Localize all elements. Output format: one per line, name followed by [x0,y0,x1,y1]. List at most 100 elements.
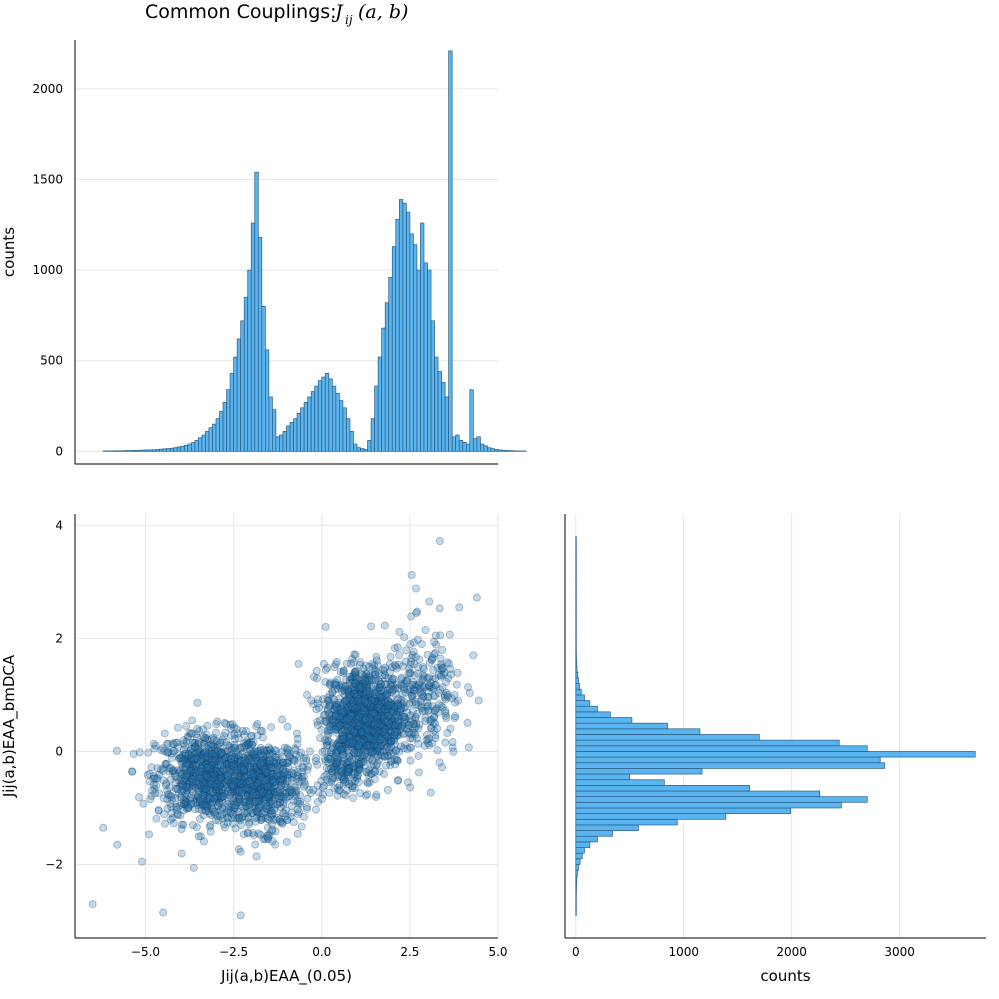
scatter-point [380,727,389,736]
scatter-point [168,795,177,804]
scatter-point [222,782,231,791]
scatter-point [231,743,240,752]
scatter-point [338,682,347,691]
histogram-bar [575,536,577,543]
scatter-point [217,748,226,757]
scatter-point [186,793,195,802]
scatter-point [224,772,233,781]
scatter-point [245,790,254,799]
scatter-point [242,737,251,746]
histogram-bar [208,427,213,452]
scatter-point [371,792,380,801]
scatter-point [182,737,191,746]
histogram-bar [575,604,577,611]
scatter-point [438,663,447,672]
x-tick-label: 3000 [884,945,915,959]
scatter-point [189,780,198,789]
scatter-point [206,827,215,836]
scatter-point [178,758,187,767]
scatter-point [196,757,205,766]
scatter-point [266,762,275,771]
scatter-point [194,792,203,801]
scatter-point [200,733,209,742]
scatter-point [200,784,209,793]
scatter-point [407,571,416,580]
scatter-point [371,749,380,758]
histogram-bar [293,418,298,452]
scatter-point [212,785,221,794]
scatter-point [184,802,193,811]
svg-text:ij: ij [345,13,353,27]
x-tick-label: −2.5 [219,945,248,959]
scatter-point [270,806,279,815]
histogram-bar [575,547,577,554]
scatter-point [199,811,208,820]
scatter-point [171,778,180,787]
scatter-point [240,767,249,776]
scatter-point [244,739,253,748]
histogram-bar [501,449,506,452]
scatter-point [195,756,204,765]
histogram-bar [406,211,411,452]
scatter-point [205,822,214,831]
scatter-point [177,753,186,762]
histogram-bar [575,666,578,673]
scatter-point [205,779,214,788]
scatter-point [250,772,259,781]
scatter-point [234,808,243,817]
scatter-point [349,748,358,757]
scatter-point [210,795,219,804]
histogram-bar [152,449,157,452]
histogram-bar [575,779,665,786]
scatter-point [252,782,261,791]
scatter-point [167,802,176,811]
histogram-bar [413,244,418,452]
scatter-point [239,792,248,801]
scatter-point [164,748,173,757]
scatter-point [144,748,153,757]
scatter-point [208,797,217,806]
histogram-bar [458,440,464,452]
scatter-point [211,798,220,807]
scatter-point [127,767,136,776]
scatter-point [189,769,198,778]
scatter-point [200,740,209,749]
scatter-point [202,743,211,752]
scatter-point [234,768,243,777]
histogram-bar [409,233,414,452]
scatter-point [175,776,184,785]
scatter-point [193,752,202,761]
scatter-point [218,792,227,801]
scatter-point [397,704,406,713]
histogram-bar [201,434,206,452]
scatter-point [201,760,210,769]
scatter-point [166,791,175,800]
chart-title-math: J ij (a, b) [331,1,408,27]
scatter-point [189,761,198,770]
scatter-point [239,760,248,769]
scatter-point [292,729,301,738]
scatter-point [214,801,223,810]
scatter-point [181,751,190,760]
histogram-bar [162,448,167,452]
scatter-point [216,772,225,781]
histogram-bar [367,440,372,452]
histogram-bar [575,796,868,803]
scatter-point [205,749,214,758]
scatter-point [212,736,221,745]
histogram-bar [575,790,821,798]
histogram-bar [282,431,287,452]
scatter-point [128,767,137,776]
scatter-point [406,783,415,792]
histogram-bar [575,785,750,792]
scatter-point [180,800,189,809]
scatter-point [88,900,97,909]
scatter-point [217,793,226,802]
scatter-point [186,751,195,760]
scatter-point [203,767,212,776]
scatter-point [187,784,196,793]
histogram-bar [575,717,633,724]
histogram-bar [434,356,439,452]
scatter-point [160,746,169,755]
scatter-point [185,783,194,792]
